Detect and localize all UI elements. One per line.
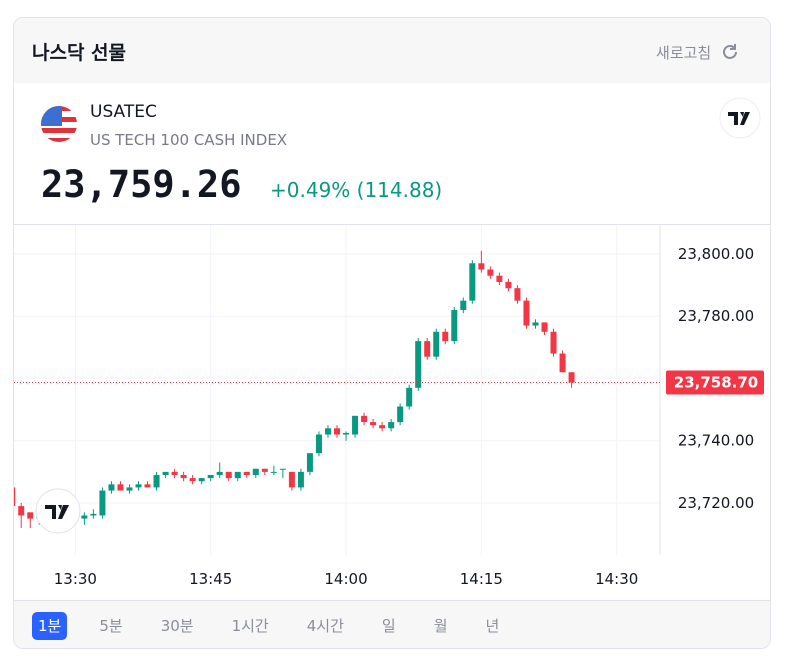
x-tick-label: 13:30: [54, 570, 97, 588]
candle-body: [559, 353, 566, 373]
candle-body: [14, 487, 16, 507]
timeframe-button[interactable]: 일: [381, 617, 396, 635]
candle-body: [451, 309, 458, 342]
y-tick-label: 23,800.00: [678, 245, 754, 263]
candle-body: [388, 422, 395, 429]
candle-body: [27, 512, 34, 519]
divider: [14, 224, 770, 225]
candle-body: [324, 428, 331, 435]
candle-body: [532, 322, 539, 326]
x-tick-label: 14:15: [460, 570, 503, 588]
symbol-name: US TECH 100 CASH INDEX: [90, 131, 288, 149]
tv-logo[interactable]: [718, 96, 762, 140]
y-tick-label: 23,740.00: [678, 432, 754, 450]
title: 나스닥 선물: [32, 42, 127, 64]
candle-body: [108, 484, 115, 491]
timeframe-button[interactable]: 5분: [99, 617, 123, 635]
candle-body: [541, 322, 548, 332]
refresh-icon[interactable]: [720, 42, 740, 62]
candle-body: [270, 471, 277, 473]
flag: [41, 106, 77, 142]
candle-body: [180, 474, 187, 479]
candle-body: [207, 474, 214, 479]
y-tick-label: 23,720.00: [678, 494, 754, 512]
candle-body: [361, 415, 368, 423]
candle-body: [306, 453, 313, 472]
candle-body: [135, 484, 142, 488]
candle-body: [469, 263, 476, 301]
timeframe-button[interactable]: 4시간: [306, 617, 344, 635]
last-price-label: 23,758.70: [674, 374, 758, 392]
candle-body: [550, 331, 557, 354]
refresh-label[interactable]: 새로고침: [656, 44, 712, 62]
x-tick-label: 14:00: [324, 570, 367, 588]
timeframe-button[interactable]: 년: [485, 617, 500, 635]
candle-body: [424, 341, 431, 357]
candle-body: [90, 513, 97, 516]
tv-logo-chart[interactable]: [34, 487, 82, 535]
change: +0.49% (114.88): [270, 178, 443, 202]
candle-body: [99, 490, 106, 516]
candle-body: [18, 506, 25, 516]
candle-body: [523, 300, 530, 326]
candles: [14, 250, 575, 528]
candle-body: [252, 468, 259, 475]
candle-body: [487, 269, 494, 276]
candle-body: [117, 484, 124, 491]
candle-body: [162, 471, 169, 475]
candle-body: [189, 478, 196, 482]
candle-body: [297, 471, 304, 488]
timeframe-button[interactable]: 1분: [32, 612, 68, 640]
timeframe-button[interactable]: 30분: [160, 617, 194, 635]
candle-body: [352, 415, 359, 435]
price: 23,759.26: [41, 163, 242, 206]
candle-body: [279, 468, 286, 470]
candle-body: [153, 474, 160, 488]
candle-body: [234, 471, 241, 479]
candle-body: [397, 406, 404, 423]
candle-body: [478, 263, 485, 270]
timeframe-button[interactable]: 월: [433, 617, 448, 635]
candle-body: [460, 300, 467, 310]
chart: 13:30 13:45 14:00 14:15 14:30 23,720.00 23,740…: [14, 225, 764, 588]
candle-body: [288, 471, 295, 488]
refresh[interactable]: 새로고침: [656, 42, 740, 63]
candle-body: [144, 484, 151, 488]
candle-body: [198, 478, 205, 482]
candle-body: [261, 468, 268, 472]
candle-body: [496, 275, 503, 282]
candle-body: [379, 425, 386, 429]
header: 나스닥 선물 새로고침: [14, 18, 770, 83]
candle-body: [243, 471, 250, 475]
candle-body: [81, 515, 88, 519]
candle-body: [514, 288, 521, 301]
widget: 나스닥 선물 새로고침 USATEC US TECH 100 CASH INDE…: [13, 17, 771, 649]
candle-body: [442, 331, 449, 342]
timeframe-bar: 1분 5분 30분 1시간 4시간 일 월 년: [14, 600, 770, 648]
candle-body: [568, 372, 575, 383]
last-price-tag: [666, 370, 764, 395]
x-tick-label: 13:45: [189, 570, 232, 588]
candle-body: [225, 471, 232, 479]
candle-body: [216, 471, 223, 475]
candle-body: [406, 387, 413, 407]
candle-body: [171, 471, 178, 475]
y-tick-label: 23,780.00: [678, 307, 754, 325]
candle-body: [505, 281, 512, 289]
timeframe-button[interactable]: 1시간: [231, 617, 269, 635]
candle-body: [343, 432, 350, 435]
x-tick-label: 14:30: [595, 570, 638, 588]
ticker: USATEC: [90, 102, 157, 122]
candle-body: [415, 341, 422, 388]
candle-body: [334, 428, 340, 435]
candle-body: [433, 331, 440, 357]
candle-body: [315, 434, 322, 454]
candle-body: [126, 487, 133, 491]
candle-body: [370, 422, 377, 426]
